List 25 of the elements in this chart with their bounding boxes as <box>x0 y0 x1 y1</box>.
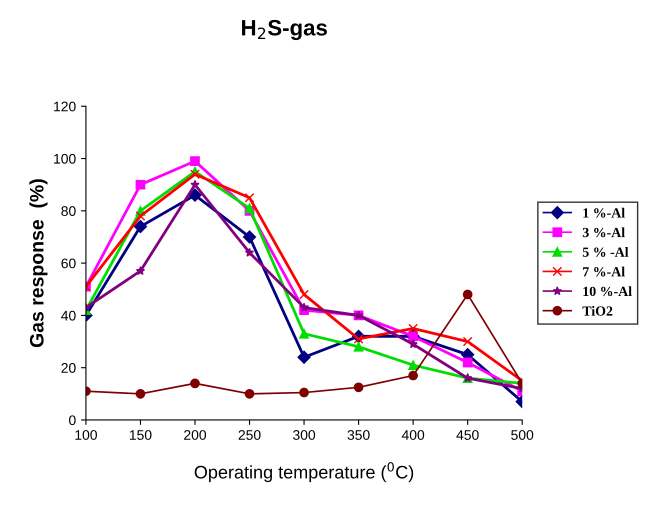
legend-label: 10 %-Al <box>583 286 632 296</box>
x-tick-label: 150 <box>130 430 152 440</box>
x-tick-label: 350 <box>348 430 370 440</box>
x-tick-label: 500 <box>511 430 534 440</box>
chart-title: H$_{2}$S-gas <box>242 20 327 40</box>
y-tick-label: 0 <box>69 415 76 426</box>
x-tick-label: 400 <box>402 430 424 440</box>
x-tick-label: 100 <box>75 430 97 440</box>
x-tick-label: 250 <box>238 430 261 440</box>
y-tick-label: 80 <box>61 206 76 216</box>
legend-label: 3 %-Al <box>582 227 625 238</box>
x-tick-label: 300 <box>293 430 316 440</box>
legend-label: 5 % -Al <box>582 247 628 257</box>
legend-label: 1 %-Al <box>583 208 625 218</box>
y-axis-title: Gas response (%) <box>29 179 48 348</box>
y-tick-label: 60 <box>61 258 76 268</box>
y-tick-label: 20 <box>61 363 76 373</box>
legend-label: TiO2 <box>582 306 612 316</box>
x-tick-label: 450 <box>456 430 479 440</box>
legend-label: 7 %-Al <box>583 266 625 276</box>
y-tick-label: 100 <box>54 154 76 164</box>
y-tick-label: 120 <box>54 102 76 112</box>
x-tick-label: 200 <box>184 430 206 440</box>
y-tick-label: 40 <box>61 310 76 321</box>
x-axis-title: Operating temperature ($^{0}$C) <box>194 462 414 482</box>
